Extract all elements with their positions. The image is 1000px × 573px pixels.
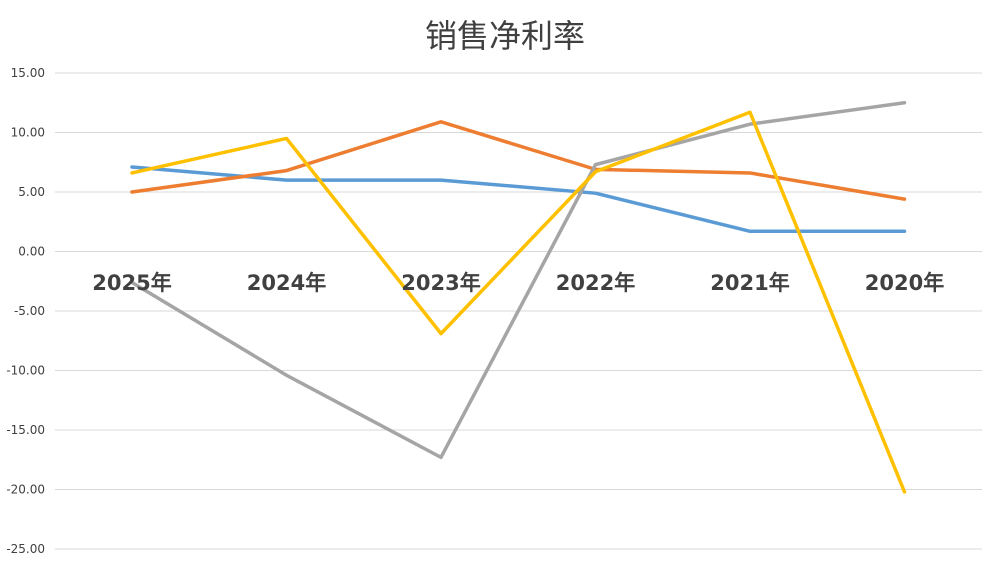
series-line-1 (130, 165, 907, 234)
y-tick-label: 15.00 (11, 66, 45, 80)
chart-title: 销售净利率 (425, 17, 585, 55)
y-tick-label: 5.00 (18, 185, 45, 199)
x-tick-label: 2021年 (710, 271, 789, 295)
x-tick-label: 2023年 (401, 271, 480, 295)
y-tick-label: -20.00 (6, 483, 45, 497)
y-axis-tick-labels: 15.00 10.00 5.00 0.00 -5.00 -10.00 -15.00 -20.0… (6, 66, 45, 556)
y-tick-label: 0.00 (18, 245, 45, 259)
series-lines (130, 101, 907, 494)
x-axis-tick-labels: 2025年 2024年 2023年 2022年 2021年 2020年 (92, 271, 944, 295)
x-tick-label: 2025年 (92, 271, 171, 295)
y-tick-label: -25.00 (6, 542, 45, 556)
series-line-4 (130, 110, 907, 494)
y-tick-label: 10.00 (11, 126, 45, 140)
x-tick-label: 2020年 (865, 271, 944, 295)
y-tick-label: -15.00 (6, 423, 45, 437)
x-tick-label: 2024年 (247, 271, 326, 295)
series-line-3 (130, 101, 907, 460)
x-tick-label: 2022年 (556, 271, 635, 295)
y-tick-label: -10.00 (6, 364, 45, 378)
y-tick-label: -5.00 (14, 304, 45, 318)
